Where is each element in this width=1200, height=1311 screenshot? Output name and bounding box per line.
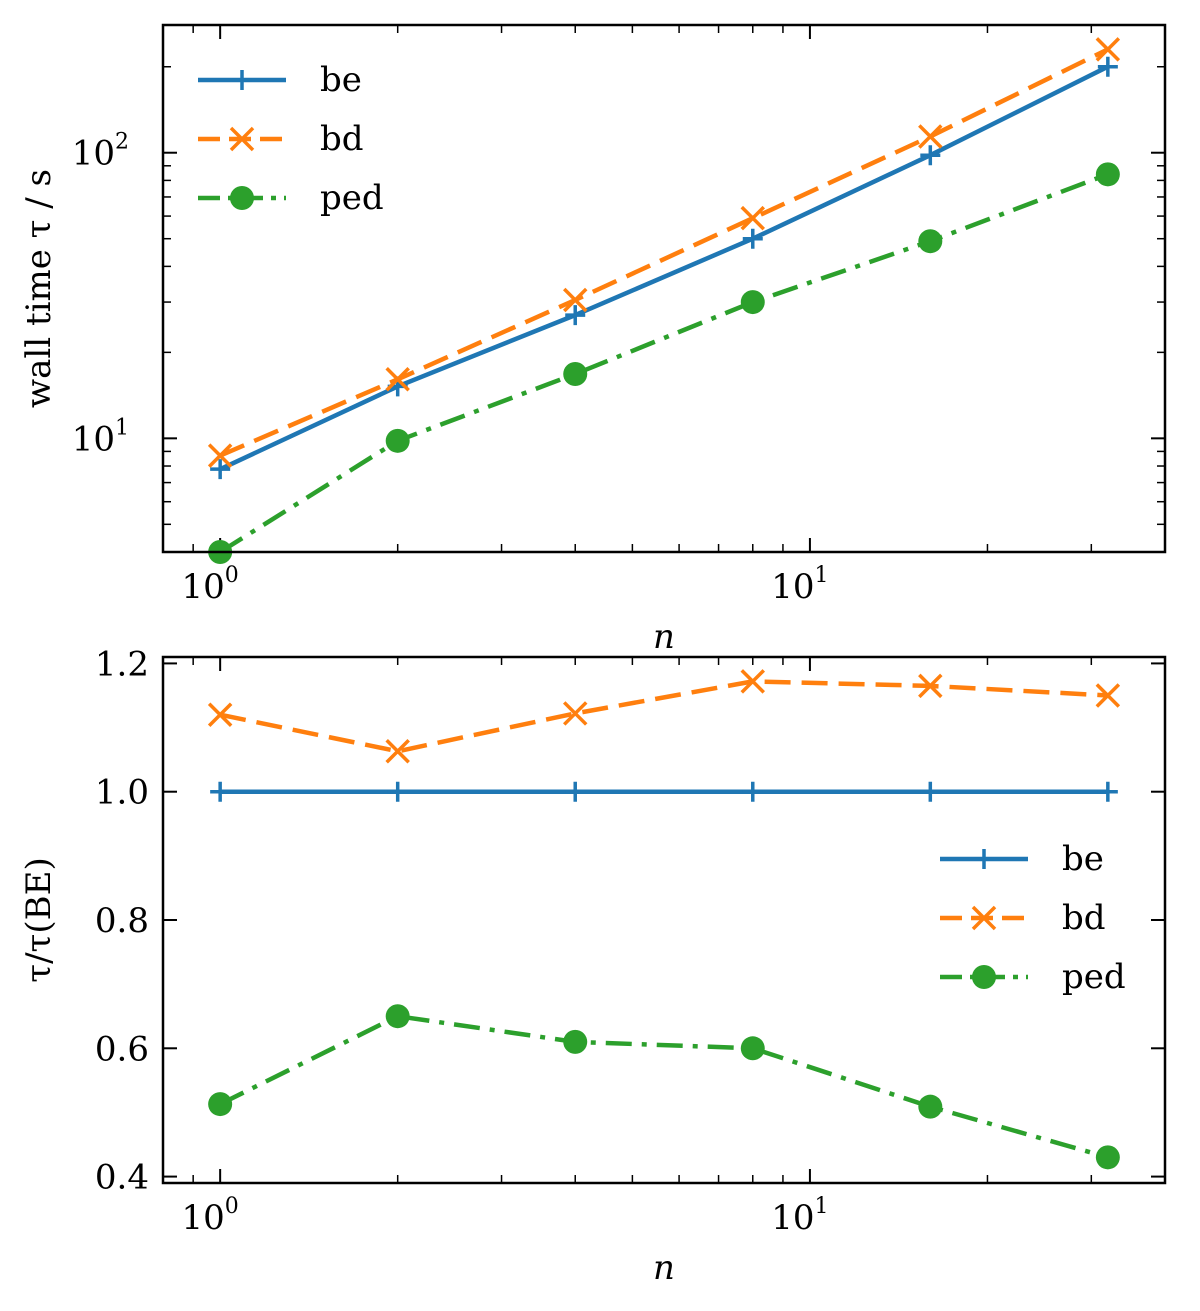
- data-point: [207, 443, 233, 468]
- data-point: [1095, 1145, 1120, 1170]
- data-point: [918, 124, 943, 149]
- x-tick-label: 100: [182, 1194, 239, 1238]
- data-point: [385, 367, 410, 392]
- y-tick-label: 0.8: [95, 901, 149, 941]
- data-point: [974, 849, 994, 869]
- x-tick-label: 101: [771, 1194, 828, 1238]
- data-point: [562, 701, 588, 726]
- data-point: [742, 781, 763, 802]
- y-tick-label: 0.6: [95, 1029, 149, 1069]
- x-axis-label: n: [653, 617, 675, 657]
- y-tick-label: 102: [72, 130, 129, 174]
- data-point: [918, 1094, 943, 1119]
- legend-label-be: be: [320, 60, 362, 100]
- axes-frame: [161, 655, 1167, 1185]
- series-be: [210, 781, 1118, 802]
- legend: be bd ped: [198, 60, 384, 218]
- data-point: [740, 290, 765, 315]
- data-point: [1097, 781, 1118, 802]
- series-line: [219, 172, 1109, 554]
- data-point: [565, 781, 586, 802]
- series-line: [219, 679, 1108, 754]
- data-point: [1095, 683, 1121, 708]
- series-bd: [207, 669, 1121, 764]
- data-point: [918, 229, 943, 254]
- chart-panel-bottom: 100 101 0.4 0.6 0.8 1.0 1.2 n τ/τ(BE) be bd ped: [19, 644, 1167, 1288]
- data-point: [920, 145, 941, 166]
- data-point: [1097, 56, 1118, 77]
- data-point: [1095, 162, 1120, 187]
- legend-label-ped: ped: [320, 178, 384, 218]
- y-tick-label: 1.0: [95, 773, 149, 813]
- data-point: [385, 428, 410, 453]
- legend-label-bd: bd: [320, 119, 364, 159]
- data-point: [232, 70, 252, 90]
- data-point: [740, 1036, 765, 1061]
- x-axis-label: n: [653, 1248, 675, 1288]
- data-point: [740, 205, 766, 231]
- series-ped: [208, 162, 1120, 564]
- legend-label-be: be: [1062, 839, 1104, 879]
- data-point: [920, 781, 941, 802]
- data-point: [210, 459, 231, 480]
- data-point: [742, 228, 763, 249]
- data-point: [563, 361, 588, 386]
- x-tick-label: 101: [771, 563, 828, 607]
- legend-label-ped: ped: [1062, 957, 1126, 997]
- data-point: [918, 673, 943, 699]
- data-point: [563, 1029, 588, 1054]
- data-point: [971, 905, 997, 931]
- y-axis-label: τ/τ(BE): [19, 857, 59, 982]
- data-point: [207, 702, 233, 727]
- data-point: [387, 781, 408, 802]
- x-tick-label: 100: [182, 563, 239, 607]
- axes-frame: [161, 23, 1167, 554]
- series-bd: [207, 37, 1121, 468]
- data-point: [210, 781, 231, 802]
- legend: be bd ped: [940, 839, 1126, 997]
- data-point: [208, 1092, 233, 1117]
- y-tick-label: 101: [72, 415, 129, 459]
- data-point: [229, 126, 255, 152]
- axis-ticks: [162, 657, 1166, 1183]
- chart-panel-top: 100 101 101 102 n wall time τ / s be bd ped: [19, 23, 1167, 657]
- data-point: [1095, 37, 1121, 62]
- data-point: [385, 739, 410, 764]
- data-point: [740, 669, 766, 694]
- axis-ticks: [162, 25, 1166, 553]
- data-point: [230, 186, 254, 210]
- y-tick-label: 1.2: [95, 644, 149, 684]
- series-line: [219, 1013, 1109, 1160]
- series-line: [219, 64, 1109, 472]
- series-line: [219, 47, 1109, 458]
- data-point: [565, 305, 586, 326]
- data-point: [562, 287, 588, 313]
- data-point: [385, 1004, 410, 1029]
- y-axis-label: wall time τ / s: [19, 169, 59, 408]
- y-tick-label: 0.4: [95, 1158, 149, 1198]
- legend-label-bd: bd: [1062, 898, 1106, 938]
- data-point: [972, 965, 996, 989]
- series-ped: [208, 1004, 1120, 1170]
